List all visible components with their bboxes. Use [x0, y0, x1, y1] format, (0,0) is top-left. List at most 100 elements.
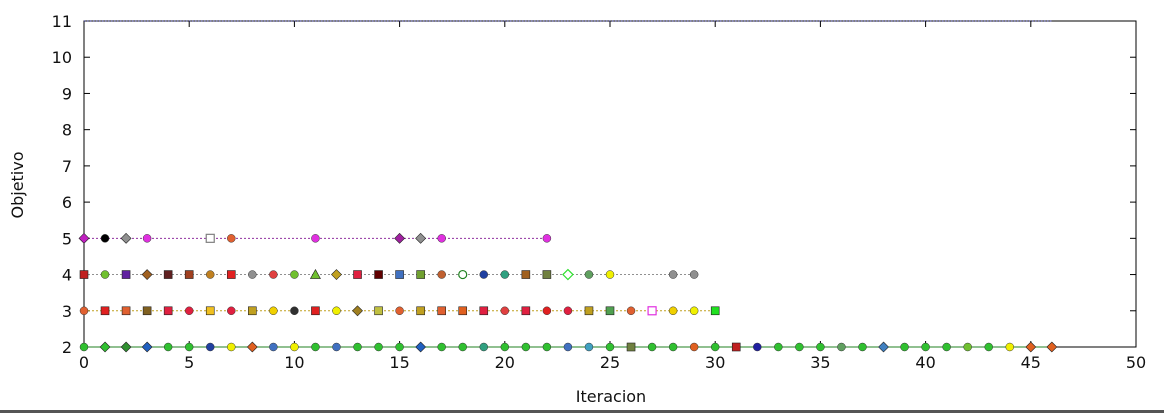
data-point [290, 306, 299, 316]
data-point [521, 270, 531, 279]
data-point [374, 270, 383, 279]
data-point [416, 306, 425, 316]
data-point [479, 270, 489, 279]
data-point [689, 342, 699, 352]
bottom-divider [0, 410, 1164, 413]
data-point [227, 234, 236, 243]
x-tick-label: 45 [1021, 353, 1041, 372]
data-point [79, 306, 89, 316]
data-point [353, 270, 362, 279]
y-tick-label: 11 [52, 12, 72, 31]
data-point [605, 270, 615, 279]
data-point [205, 306, 215, 316]
data-point [416, 270, 425, 279]
data-point [79, 342, 89, 352]
data-point [269, 342, 278, 352]
plot-frame [83, 20, 1137, 348]
data-point [437, 306, 446, 316]
data-point [331, 269, 342, 280]
data-point [78, 232, 90, 244]
data-point [837, 342, 846, 352]
data-point [311, 306, 320, 316]
data-point [227, 342, 236, 352]
series-2 [79, 268, 699, 281]
data-point [227, 306, 236, 316]
data-point [120, 341, 132, 353]
data-point [500, 306, 510, 316]
data-point [858, 342, 867, 352]
data-point [542, 234, 552, 243]
data-point [710, 306, 720, 316]
data-point [226, 270, 236, 279]
data-point [184, 342, 194, 352]
data-point [311, 342, 320, 352]
data-point [205, 270, 215, 279]
x-tick-label: 10 [284, 353, 304, 372]
data-point [100, 234, 110, 243]
data-point [395, 306, 404, 316]
data-point [1046, 341, 1058, 353]
data-point [668, 342, 678, 352]
data-point [774, 342, 783, 352]
data-point [205, 342, 215, 352]
data-point [584, 306, 594, 316]
data-point [963, 342, 972, 352]
data-point [163, 342, 173, 352]
data-point [563, 306, 573, 316]
data-point [689, 270, 699, 279]
data-point [100, 270, 110, 279]
data-point [395, 342, 404, 352]
data-point [269, 270, 278, 279]
data-point [479, 342, 489, 352]
y-tick-label: 8 [62, 121, 72, 140]
data-point [248, 306, 257, 316]
data-point [500, 342, 510, 352]
y-tick-label: 4 [62, 266, 72, 285]
x-tick-label: 25 [600, 353, 620, 372]
data-point [458, 269, 468, 280]
data-point [542, 270, 552, 279]
data-point [246, 341, 258, 353]
data-point [311, 234, 320, 243]
data-point [248, 270, 257, 279]
data-point [479, 306, 489, 316]
data-point [437, 342, 446, 352]
data-point [332, 342, 341, 352]
y-tick-label: 10 [52, 48, 72, 67]
x-tick-label: 0 [79, 353, 89, 372]
data-point [562, 268, 574, 281]
data-point [163, 270, 173, 279]
data-point [141, 269, 153, 280]
data-point [458, 306, 468, 316]
data-point [415, 341, 427, 353]
x-tick-label: 15 [389, 353, 409, 372]
data-point [205, 233, 215, 243]
data-point [753, 342, 762, 352]
y-tick-label: 5 [62, 229, 72, 248]
data-point [626, 342, 636, 352]
data-point [142, 306, 152, 316]
data-point [395, 270, 404, 279]
y-tick-label: 2 [62, 338, 72, 357]
data-point [626, 306, 636, 316]
data-point [184, 270, 194, 279]
data-point [795, 342, 804, 352]
data-point [352, 305, 363, 317]
data-point [563, 342, 573, 352]
data-point [290, 342, 299, 352]
x-tick-label: 35 [810, 353, 830, 372]
x-tick-label: 30 [705, 353, 725, 372]
data-point [647, 342, 657, 352]
data-point [984, 342, 993, 352]
data-point [79, 270, 89, 279]
x-tick-label: 5 [184, 353, 194, 372]
data-point [816, 342, 825, 352]
y-axis-title: Objetivo [8, 151, 27, 218]
data-point [437, 270, 446, 279]
x-tick-label: 40 [915, 353, 935, 372]
data-point [605, 342, 615, 352]
data-point [437, 234, 446, 243]
data-point [542, 306, 552, 316]
